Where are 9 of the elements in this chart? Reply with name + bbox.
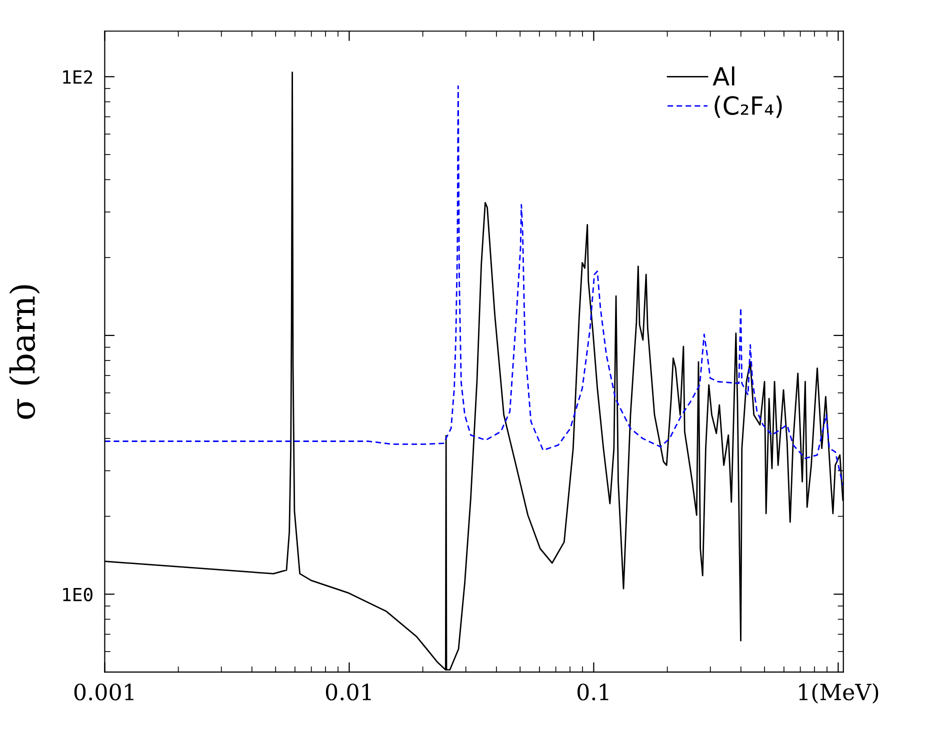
legend-label: (C₂F₄): [714, 96, 782, 118]
y-tick-label: 1E0: [63, 588, 92, 602]
x-tick-label: 0.01: [326, 684, 371, 700]
x-tick-label: 0.1: [577, 684, 608, 700]
y-axis-title: σ (barn): [9, 285, 40, 419]
legend-label: Al: [712, 66, 734, 86]
y-tick-label: 1E2: [63, 70, 92, 84]
x-tick-label: 1(MeV): [799, 683, 878, 704]
x-tick-label: 0.001: [74, 684, 134, 700]
